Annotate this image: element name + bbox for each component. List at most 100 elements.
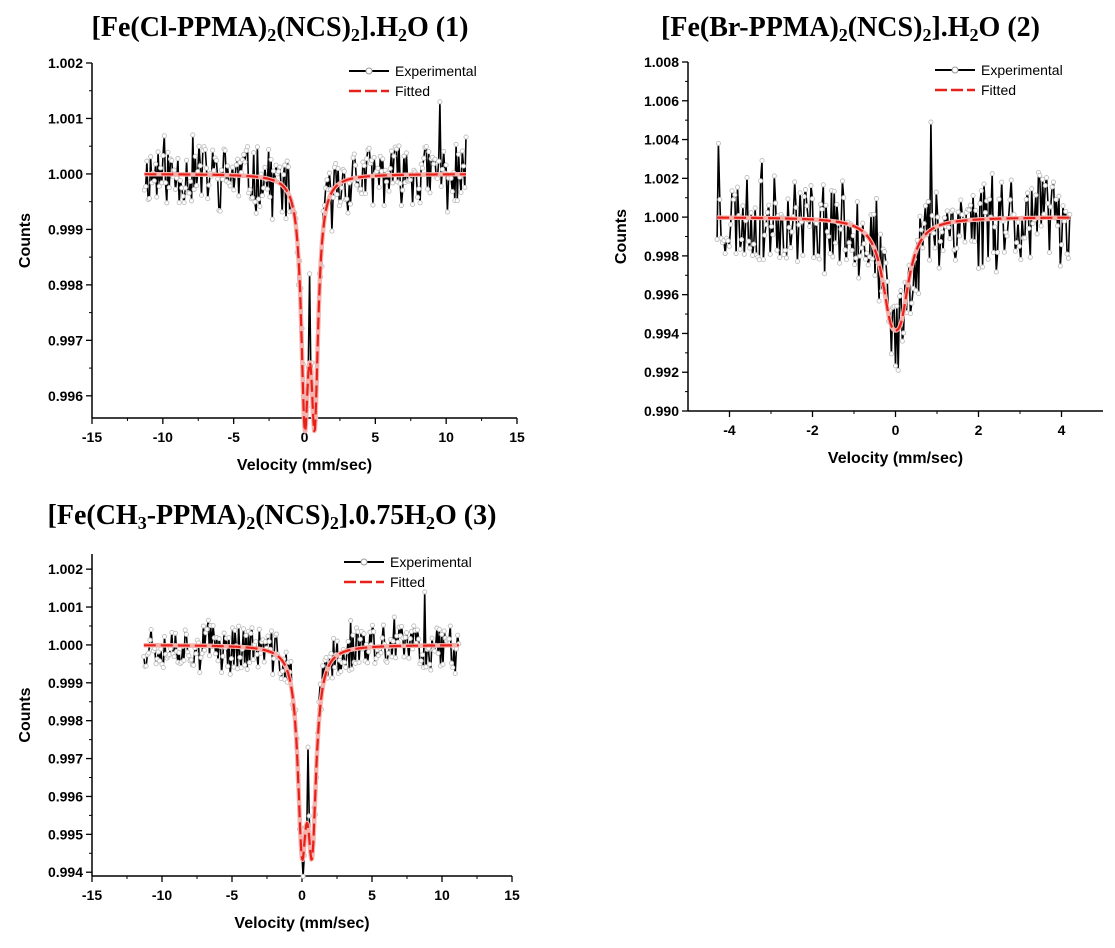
data-point xyxy=(982,210,988,216)
data-point xyxy=(918,227,924,233)
y-tick-label: 0.992 xyxy=(644,364,679,380)
chart-panel-1: [Fe(Cl-PPMA)2(NCS)2].H2O (1) 0.996 0.997 0… xyxy=(0,0,560,485)
y-tick-label: 0.997 xyxy=(48,751,83,767)
data-point xyxy=(406,655,412,661)
data-point xyxy=(917,213,923,219)
data-point xyxy=(980,264,986,270)
data-point xyxy=(161,133,167,139)
y-tick-label: 0.999 xyxy=(48,221,83,237)
fitted-series xyxy=(142,171,468,434)
data-point xyxy=(431,161,437,167)
data-point xyxy=(899,338,905,344)
data-point xyxy=(800,252,806,258)
data-point xyxy=(786,224,792,230)
data-point xyxy=(1054,223,1061,229)
data-point xyxy=(730,197,736,203)
data-point xyxy=(270,168,277,174)
data-point xyxy=(228,656,234,662)
data-point xyxy=(350,632,356,638)
data-point xyxy=(344,196,350,202)
y-tick-label: 0.998 xyxy=(48,713,83,729)
data-point xyxy=(262,164,268,170)
data-point xyxy=(244,666,250,672)
y-tick-label: 1.008 xyxy=(644,54,679,70)
data-point xyxy=(852,262,858,268)
y-tick-label: 1.006 xyxy=(644,93,679,109)
data-point xyxy=(395,639,401,645)
data-point xyxy=(783,255,790,261)
data-point xyxy=(387,165,393,172)
y-tick-label: 1.002 xyxy=(48,561,83,577)
data-point xyxy=(206,182,212,188)
data-point xyxy=(259,193,265,199)
data-point xyxy=(455,632,461,638)
data-point xyxy=(1033,192,1039,198)
y-tick-label: 0.990 xyxy=(644,403,679,419)
data-point xyxy=(884,278,890,285)
data-point xyxy=(243,632,249,639)
data-point xyxy=(846,240,852,246)
data-point xyxy=(952,257,958,263)
data-point xyxy=(762,232,768,238)
data-point xyxy=(421,155,427,161)
data-point xyxy=(417,200,423,206)
data-point xyxy=(175,156,181,162)
data-point xyxy=(926,257,933,263)
data-point xyxy=(993,269,999,275)
data-point xyxy=(436,626,442,632)
y-tick-label: 1.001 xyxy=(48,110,83,126)
data-point xyxy=(366,145,372,151)
data-point xyxy=(819,206,825,212)
data-point xyxy=(759,158,765,164)
data-point xyxy=(320,663,326,669)
data-point xyxy=(271,655,277,662)
data-point xyxy=(440,661,446,667)
legend-label: Fitted xyxy=(981,82,1016,98)
data-point xyxy=(1059,242,1065,248)
data-point xyxy=(741,251,747,257)
data-point xyxy=(1004,233,1010,239)
y-tick-label: 0.996 xyxy=(644,287,679,303)
data-point xyxy=(273,631,279,637)
data-point xyxy=(981,181,987,187)
data-point xyxy=(1037,172,1043,178)
data-point xyxy=(279,668,285,674)
data-point xyxy=(722,250,728,256)
data-point xyxy=(771,173,777,179)
data-point xyxy=(267,194,273,200)
data-point xyxy=(1049,184,1055,190)
data-point xyxy=(747,245,753,251)
data-point xyxy=(148,154,154,160)
data-point xyxy=(818,201,824,207)
y-tick-label: 0.994 xyxy=(644,325,679,341)
data-point xyxy=(729,188,735,194)
data-point xyxy=(265,633,271,639)
data-point xyxy=(242,159,248,165)
data-point xyxy=(1067,211,1073,217)
data-point xyxy=(768,223,775,230)
data-point xyxy=(990,249,997,256)
y-tick-label: 0.998 xyxy=(48,277,83,293)
data-point xyxy=(751,241,757,247)
data-point xyxy=(432,156,438,162)
data-point xyxy=(1044,175,1050,181)
data-point xyxy=(928,119,934,125)
mossbauer-chart: 0.996 0.997 0.998 0.999 1.000 1.001 1.002 -15 -1… xyxy=(17,55,525,474)
data-point xyxy=(959,212,965,218)
data-point xyxy=(364,156,370,162)
fitted-halo xyxy=(142,171,468,434)
data-point xyxy=(733,251,739,257)
data-point xyxy=(222,147,228,153)
data-point xyxy=(172,630,178,636)
y-tick-label: 0.996 xyxy=(48,788,83,804)
legend-marker xyxy=(951,66,959,74)
data-point xyxy=(380,156,386,162)
data-point xyxy=(153,661,159,667)
data-point xyxy=(977,201,983,207)
data-point xyxy=(371,629,377,635)
data-point xyxy=(740,203,746,209)
data-point xyxy=(944,208,950,214)
data-point xyxy=(242,662,248,668)
data-point xyxy=(895,367,901,373)
data-point xyxy=(427,661,433,667)
